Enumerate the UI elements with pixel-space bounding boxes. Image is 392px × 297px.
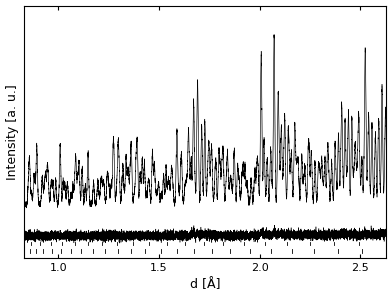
Y-axis label: Intensity [a. u.]: Intensity [a. u.]	[5, 84, 18, 180]
X-axis label: d [Å]: d [Å]	[190, 279, 221, 291]
